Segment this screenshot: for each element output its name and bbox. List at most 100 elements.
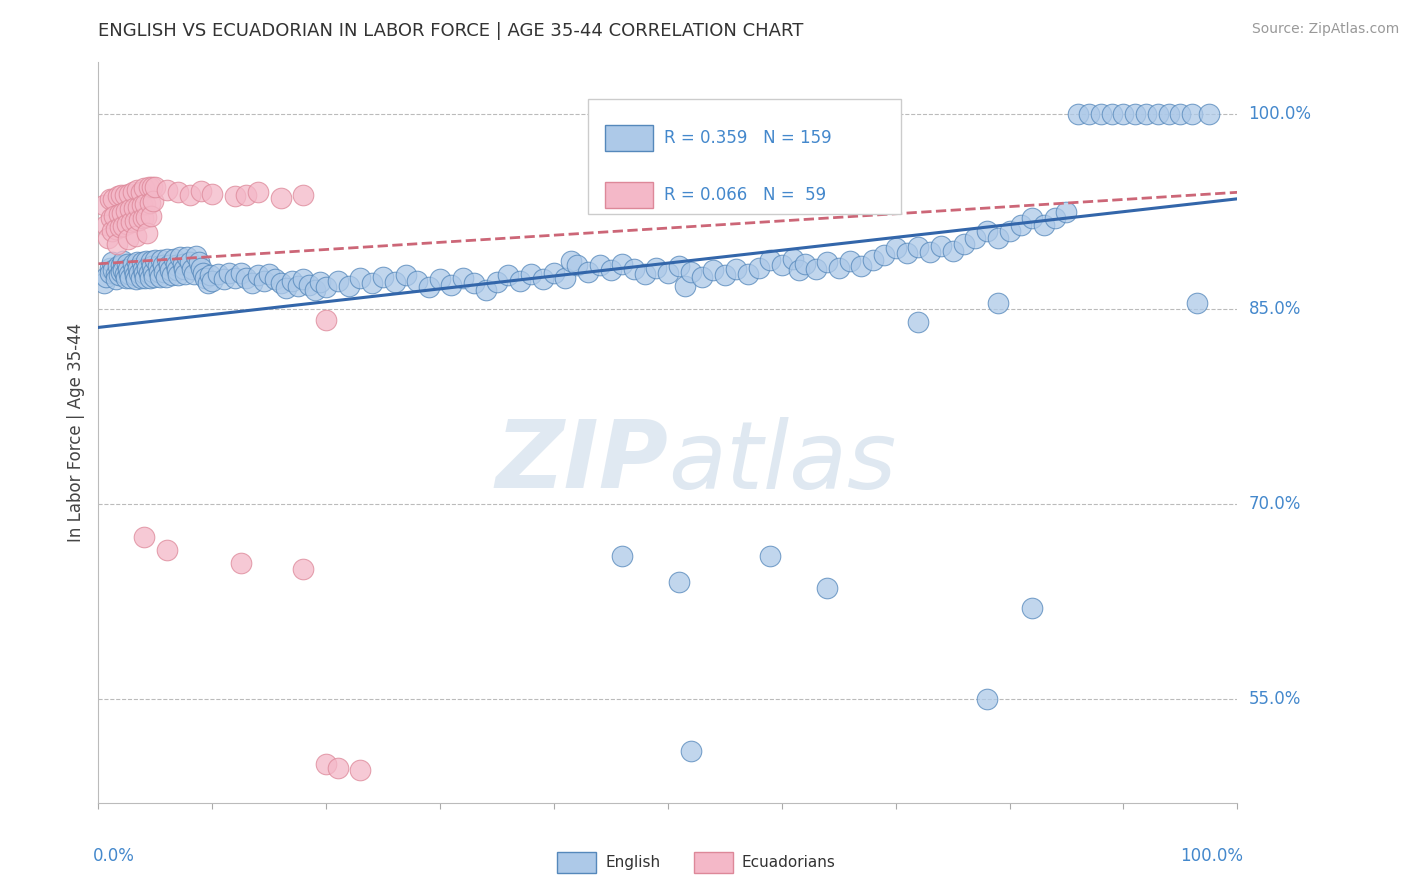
Point (1170, 107, 1192, 121)
Point (907, 240, 929, 254)
Point (281, 274, 304, 288)
Point (588, 258, 610, 272)
Point (246, 186, 269, 200)
Point (121, 257, 143, 271)
Point (162, 252, 184, 266)
Point (304, 283, 326, 297)
Point (645, 260, 668, 275)
Point (135, 254, 157, 268)
Point (114, 188, 136, 202)
Point (349, 764, 371, 778)
Point (96, 269, 118, 284)
Point (165, 258, 187, 272)
Text: 55.0%: 55.0% (1249, 690, 1301, 708)
Text: 0.0%: 0.0% (93, 847, 135, 865)
Text: ENGLISH VS ECUADORIAN IN LABOR FORCE | AGE 35-44 CORRELATION CHART: ENGLISH VS ECUADORIAN IN LABOR FORCE | A… (98, 22, 804, 40)
Point (509, 274, 531, 288)
Point (132, 211, 155, 226)
Point (93, 277, 115, 291)
Point (520, 267, 543, 281)
Point (139, 254, 162, 268)
Point (804, 262, 827, 277)
Point (1067, 107, 1090, 121)
Point (138, 266, 160, 280)
Point (224, 271, 246, 285)
Point (702, 263, 724, 277)
Point (118, 186, 141, 201)
Point (264, 272, 287, 286)
Point (139, 209, 162, 223)
Point (122, 201, 145, 215)
Text: Source: ZipAtlas.com: Source: ZipAtlas.com (1251, 22, 1399, 37)
Point (138, 195, 160, 210)
Point (395, 268, 418, 283)
Point (136, 260, 159, 275)
Point (1146, 107, 1168, 121)
Point (229, 556, 252, 570)
Point (690, 269, 713, 284)
Point (292, 188, 315, 202)
Point (114, 203, 136, 218)
Point (169, 250, 191, 264)
Point (976, 692, 998, 706)
Point (246, 268, 269, 283)
Point (360, 277, 382, 291)
Point (207, 267, 229, 281)
Point (131, 198, 153, 212)
Point (104, 272, 127, 286)
Text: R = 0.066   N =  59: R = 0.066 N = 59 (665, 186, 827, 204)
Point (873, 248, 896, 262)
Point (1021, 601, 1043, 615)
Point (298, 277, 321, 292)
Point (326, 274, 349, 288)
Point (107, 260, 129, 274)
Text: 100.0%: 100.0% (1249, 105, 1312, 123)
Point (554, 271, 576, 285)
Point (108, 268, 131, 283)
Point (138, 180, 160, 194)
FancyBboxPatch shape (605, 182, 652, 208)
Point (142, 264, 165, 278)
Text: atlas: atlas (668, 417, 896, 508)
Point (174, 267, 197, 281)
Point (309, 275, 332, 289)
Point (110, 188, 132, 202)
Point (190, 184, 212, 198)
Point (96, 218, 118, 232)
Point (679, 744, 702, 758)
Point (103, 209, 125, 223)
Point (748, 260, 770, 275)
Point (101, 255, 124, 269)
Point (418, 280, 440, 294)
Point (186, 249, 208, 263)
Point (135, 210, 157, 224)
Point (136, 226, 159, 240)
Point (668, 574, 690, 589)
Point (235, 271, 257, 285)
Point (406, 274, 429, 288)
Point (725, 262, 748, 277)
Point (138, 271, 160, 285)
Point (127, 183, 149, 197)
Point (531, 272, 554, 286)
Point (918, 245, 941, 260)
Point (1021, 211, 1043, 226)
Point (157, 258, 180, 272)
Text: 85.0%: 85.0% (1249, 301, 1301, 318)
Point (884, 241, 907, 255)
Point (122, 263, 145, 277)
Text: English: English (605, 855, 661, 871)
Point (451, 271, 474, 285)
Point (224, 189, 246, 203)
Text: ZIP: ZIP (495, 417, 668, 508)
Point (124, 268, 146, 283)
Point (120, 215, 142, 229)
Point (543, 266, 565, 280)
Point (1135, 107, 1157, 121)
Point (132, 266, 155, 280)
Point (120, 271, 142, 285)
Point (141, 260, 163, 274)
Point (1187, 295, 1209, 310)
Point (142, 194, 165, 209)
Point (815, 255, 838, 269)
